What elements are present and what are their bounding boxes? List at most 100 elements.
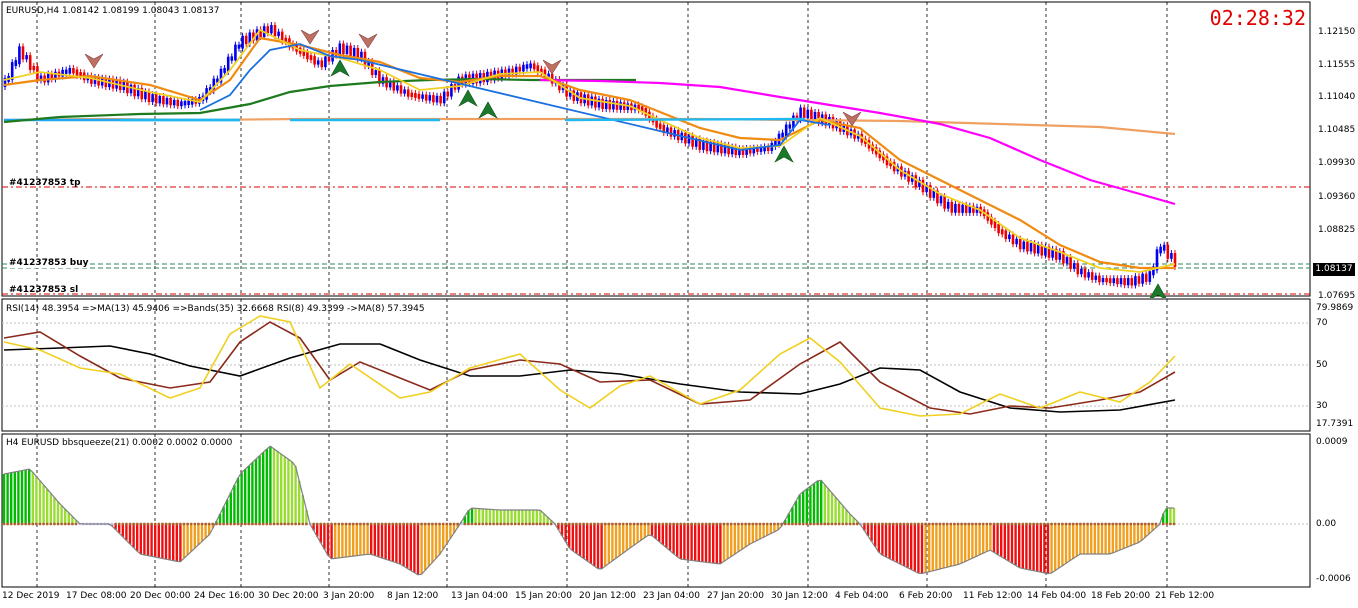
squeeze-dot bbox=[233, 522, 236, 526]
rsi-chart[interactable] bbox=[0, 298, 1358, 433]
candle bbox=[511, 68, 514, 75]
candle bbox=[543, 69, 547, 78]
squeeze-dot bbox=[359, 522, 362, 526]
squeeze-dot bbox=[1161, 522, 1165, 526]
squeeze-dot bbox=[312, 522, 315, 526]
bbsqueeze-bar bbox=[323, 524, 326, 550]
candle bbox=[655, 118, 658, 128]
squeeze-dot bbox=[830, 522, 834, 526]
bbsqueeze-bar bbox=[676, 524, 679, 557]
candle bbox=[10, 62, 14, 80]
bbsqueeze-bar bbox=[481, 508, 484, 524]
candle bbox=[644, 107, 648, 116]
bbsqueeze-bar bbox=[74, 520, 78, 524]
bbsqueeze-bar bbox=[456, 524, 459, 528]
bbsqueeze-bar bbox=[913, 524, 916, 572]
candle bbox=[180, 101, 183, 107]
ma-orange-line bbox=[3, 36, 1175, 270]
bbsqueeze-bar bbox=[852, 517, 855, 524]
bbsqueeze-bar bbox=[748, 524, 751, 545]
candle bbox=[766, 146, 770, 151]
candle bbox=[208, 87, 212, 93]
candle bbox=[223, 68, 226, 73]
candle bbox=[892, 162, 896, 172]
candle bbox=[248, 32, 252, 45]
squeeze-dot bbox=[1147, 522, 1151, 526]
candle bbox=[403, 89, 406, 94]
squeeze-dot bbox=[17, 522, 20, 526]
bbsqueeze-bar bbox=[445, 524, 448, 544]
candle bbox=[1022, 241, 1026, 250]
bbsqueeze-bar bbox=[1169, 508, 1172, 524]
bbsqueeze-bar bbox=[946, 524, 949, 568]
squeeze-dot bbox=[863, 522, 866, 526]
candle bbox=[1112, 278, 1116, 284]
squeeze-dot bbox=[848, 522, 852, 526]
time-tick: 20 Jan 12:00 bbox=[579, 591, 636, 601]
bbsqueeze-pane[interactable]: H4 EURUSD bbsqueeze(21) 0.0002 0.0002 0.… bbox=[0, 433, 1358, 588]
bbsqueeze-bar bbox=[557, 524, 560, 530]
bbsqueeze-bar bbox=[143, 524, 146, 555]
bbsqueeze-chart[interactable] bbox=[0, 433, 1358, 588]
candle bbox=[1015, 238, 1018, 245]
squeeze-dot bbox=[35, 522, 38, 526]
squeeze-dot bbox=[560, 522, 564, 526]
candle bbox=[133, 84, 136, 97]
bbsqueeze-bar bbox=[528, 510, 531, 524]
bbsqueeze-bar bbox=[467, 510, 470, 524]
squeeze-dot bbox=[819, 522, 823, 526]
squeeze-dot bbox=[596, 522, 600, 526]
candle bbox=[532, 63, 536, 70]
squeeze-dot bbox=[521, 522, 524, 526]
squeeze-dot bbox=[74, 522, 78, 526]
squeeze-dot bbox=[67, 522, 71, 526]
main-chart-pane[interactable]: EURUSD,H4 1.08142 1.08199 1.08043 1.0813… bbox=[0, 0, 1358, 301]
candle bbox=[1134, 276, 1137, 286]
candle bbox=[320, 60, 324, 68]
candle bbox=[1069, 257, 1072, 269]
squeeze-dot bbox=[942, 522, 945, 526]
squeeze-dot bbox=[585, 522, 589, 526]
squeeze-dot bbox=[733, 522, 737, 526]
squeeze-dot bbox=[204, 522, 208, 526]
bbsqueeze-title: H4 EURUSD bbsqueeze(21) 0.0002 0.0002 0.… bbox=[6, 438, 233, 448]
candle bbox=[727, 144, 730, 155]
candle bbox=[1094, 275, 1098, 280]
candle bbox=[313, 56, 316, 65]
bbsqueeze-bar bbox=[1100, 524, 1104, 554]
bbsqueeze-bar bbox=[1115, 524, 1118, 552]
squeeze-dot bbox=[1133, 522, 1136, 526]
candle bbox=[738, 148, 741, 156]
bbsqueeze-bar bbox=[208, 524, 211, 535]
bbsqueeze-bar bbox=[290, 461, 294, 524]
squeeze-dot bbox=[657, 522, 661, 526]
bbsqueeze-bar bbox=[71, 516, 74, 524]
candle bbox=[270, 25, 273, 34]
rsi-tick: 70 bbox=[1316, 318, 1328, 328]
bbsqueeze-bar bbox=[35, 476, 38, 524]
squeeze-dot bbox=[841, 522, 845, 526]
squeeze-dot bbox=[330, 522, 333, 526]
squeeze-dot bbox=[488, 522, 492, 526]
candle bbox=[61, 69, 64, 77]
rsi-pane[interactable]: RSI(14) 48.3954 =>MA(13) 45.9406 =>Bands… bbox=[0, 298, 1358, 433]
candle bbox=[302, 49, 306, 56]
bbsqueeze-bar bbox=[1036, 524, 1039, 572]
squeeze-dot bbox=[697, 522, 701, 526]
price-chart[interactable] bbox=[0, 0, 1358, 301]
bbsqueeze-bar bbox=[841, 505, 844, 524]
candle bbox=[993, 220, 997, 229]
squeeze-dot bbox=[53, 522, 56, 526]
squeeze-dot bbox=[495, 522, 499, 526]
squeeze-dot bbox=[747, 522, 751, 526]
squeeze-dot bbox=[258, 522, 261, 526]
squeeze-dot bbox=[902, 522, 906, 526]
candle bbox=[525, 64, 529, 69]
candle bbox=[669, 127, 673, 137]
squeeze-dot bbox=[931, 522, 935, 526]
bbsqueeze-bar bbox=[1147, 524, 1150, 535]
candle bbox=[392, 81, 396, 91]
squeeze-dot bbox=[834, 522, 837, 526]
bbsqueeze-bar bbox=[758, 524, 762, 539]
bbsqueeze-bar bbox=[254, 459, 258, 524]
